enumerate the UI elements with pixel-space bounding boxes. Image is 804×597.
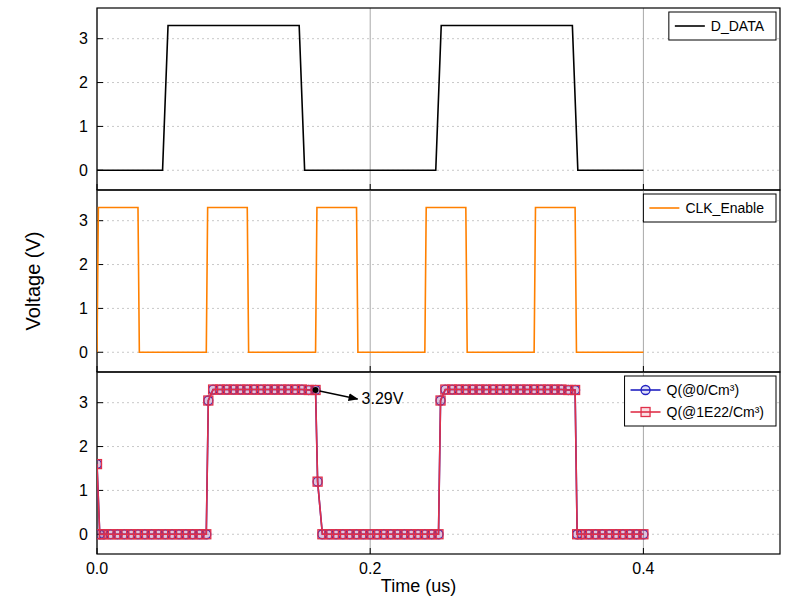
grid-line [97,264,780,265]
data-point [639,530,648,539]
page: {"chart_data": [ {"type": "line", "x": [… [0,0,804,597]
data-point [436,396,445,405]
y-tick [97,38,103,39]
x-tick-label: 0.4 [632,560,654,577]
grid-line [370,190,371,372]
grid-line [97,170,780,171]
data-point [204,396,213,405]
panel: 0 1 2 3 0.0 0.2 0.4 3.29V Q(@0/Cm³) Q(@1E22/Cm³) [79,372,780,577]
data-point [434,530,443,539]
data-point [436,396,445,405]
y-axis-label: Voltage (V) [22,232,44,331]
x-tick [97,184,98,190]
y-tick [97,352,103,353]
data-point [311,385,320,394]
annotation-arrow [320,391,358,399]
legend: CLK_Enable [643,194,776,222]
legend-box [643,194,776,222]
y-tick-label: 3 [79,212,88,229]
x-axis-label: Time (us) [381,576,456,596]
grid-line [370,8,371,190]
legend-label: Q(@1E22/Cm³) [667,404,764,420]
panel: 0 1 2 3 D_DATA [79,8,780,190]
figure: 0123D_DATA0123CLK_EnableVoltage (V)01230… [0,0,804,597]
x-tick [97,548,98,554]
legend-label: CLK_Enable [685,200,764,216]
legend-box [669,12,776,40]
y-tick-label: 2 [79,438,88,455]
series-line [97,390,643,535]
data-area [97,26,643,171]
y-tick-label: 0 [79,344,88,361]
data-point [97,460,102,469]
y-tick-label: 3 [79,30,88,47]
y-tick-label: 0 [79,526,88,543]
data-point [311,385,320,394]
data-point [639,530,648,539]
y-tick [97,126,103,127]
grid-line [97,126,780,127]
data-point [313,477,322,486]
series-line [97,26,643,171]
data-point [571,385,580,394]
data-point [97,460,102,469]
x-tick [643,184,644,190]
grid-line [97,446,780,447]
x-tick [643,548,644,554]
series-line [97,208,643,353]
y-tick-label: 3 [79,394,88,411]
x-tick-label: 0.2 [359,560,381,577]
x-tick [97,366,98,372]
data-area [97,385,648,539]
data-point [202,530,211,539]
y-tick-label: 2 [79,74,88,91]
legend-swatch [649,207,679,209]
grid-line [643,8,644,190]
legend-swatch [675,25,705,27]
y-tick-label: 0 [79,162,88,179]
y-tick [97,402,103,403]
y-tick-label: 1 [79,118,88,135]
x-tick-label: 0.0 [86,560,108,577]
x-tick [370,548,371,554]
x-tick [370,366,371,372]
annotation-point [313,387,319,393]
y-tick [97,82,103,83]
legend-box [625,376,776,426]
legend: Q(@0/Cm³) Q(@1E22/Cm³) [625,376,776,426]
data-point [313,477,322,486]
y-tick [97,446,103,447]
series-line [97,390,643,535]
y-tick-label: 1 [79,482,88,499]
legend-marker [641,386,650,395]
plot-frame [97,190,780,372]
grid-line [97,308,780,309]
data-point [204,396,213,405]
data-point [571,385,580,394]
y-tick-label: 1 [79,300,88,317]
data-area [97,208,643,353]
x-tick [643,366,644,372]
data-point [202,530,211,539]
plot-frame [97,372,780,554]
annotation-text: 3.29V [362,390,404,407]
legend-label: Q(@0/Cm³) [667,382,740,398]
data-point [434,530,443,539]
panel: 0 1 2 3 CLK_Enable [79,190,780,372]
x-tick [370,184,371,190]
plot-frame [97,8,780,190]
legend-label: D_DATA [711,18,765,34]
legend: D_DATA [669,12,776,40]
y-tick-label: 2 [79,256,88,273]
legend-marker [641,408,650,417]
